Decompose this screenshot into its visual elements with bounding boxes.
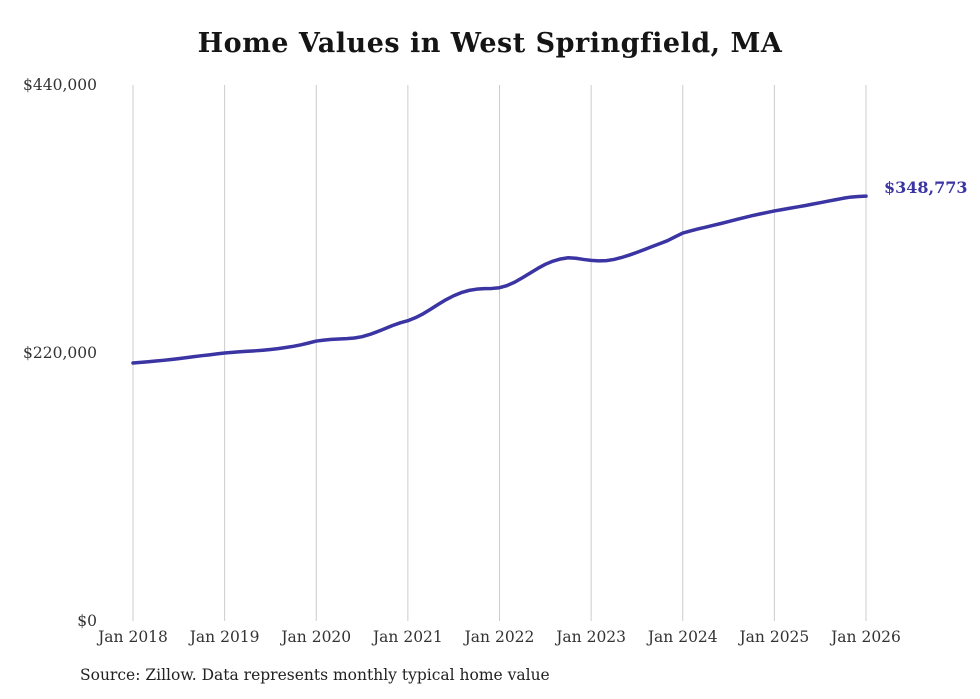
x-axis-tick-label: Jan 2026 [829, 628, 901, 646]
home-value-line [131, 194, 868, 365]
x-axis-tick-label: Jan 2018 [96, 628, 168, 646]
x-axis-tick-label: Jan 2020 [279, 628, 351, 646]
source-note: Source: Zillow. Data represents monthly … [80, 666, 550, 684]
x-axis-tick-label: Jan 2019 [188, 628, 260, 646]
x-axis-tick-label: Jan 2023 [554, 628, 626, 646]
y-axis-tick-label: $220,000 [23, 344, 97, 362]
chart-title: Home Values in West Springfield, MA [197, 28, 783, 59]
y-axis-tick-label: $0 [77, 612, 97, 630]
x-axis-tick-label: Jan 2024 [646, 628, 718, 646]
x-axis-tick-label: Jan 2021 [371, 628, 443, 646]
y-axis-tick-label: $440,000 [23, 76, 97, 94]
latest-value-label: $348,773 [884, 178, 968, 197]
x-axis-tick-label: Jan 2025 [737, 628, 809, 646]
x-axis-tick-label: Jan 2022 [463, 628, 535, 646]
